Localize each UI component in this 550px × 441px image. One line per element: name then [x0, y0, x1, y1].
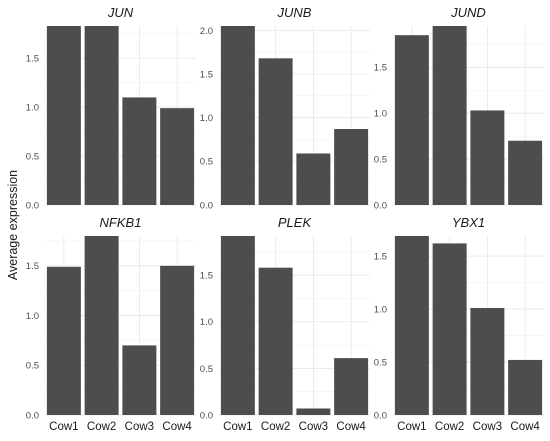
bar-cow3 — [296, 153, 331, 205]
x-tick-label: Cow2 — [87, 421, 116, 433]
bar-cow3 — [470, 308, 505, 415]
y-tick-label: 0.5 — [26, 361, 39, 372]
panel-junb: 0.0 0.5 1.0 1.5 2.0 JUNB — [200, 5, 370, 211]
y-tick-label: 1.0 — [26, 311, 39, 322]
bar-cow1 — [46, 266, 81, 415]
y-tick-label: 1.5 — [374, 63, 387, 74]
panel-jun: 0.0 0.5 1.0 1.5 JUN — [26, 5, 196, 211]
y-tick-label: 0.0 — [200, 410, 213, 421]
bar-cow2 — [84, 26, 119, 205]
x-tick-label: Cow3 — [125, 421, 154, 433]
y-tick-label: 1.0 — [374, 109, 387, 120]
bar-cow2 — [258, 267, 293, 415]
panel-title: JUNB — [277, 5, 312, 20]
y-tick-label: 1.5 — [374, 252, 387, 263]
bar-cow2 — [84, 236, 119, 415]
x-tick-label: Cow4 — [336, 421, 366, 433]
y-tick-label: 1.5 — [26, 54, 39, 65]
bar-cow1 — [394, 236, 429, 415]
bar-cow4 — [160, 108, 195, 205]
bar-cow1 — [394, 35, 429, 205]
y-tick-label: 0.0 — [200, 200, 213, 211]
y-tick-label: 0.0 — [26, 410, 39, 421]
bar-cow3 — [122, 97, 157, 205]
bar-cow2 — [432, 26, 467, 205]
y-tick-label: 1.0 — [200, 113, 213, 124]
panel-title: NFKB1 — [100, 215, 142, 230]
y-tick-label: 0.5 — [200, 364, 213, 375]
panel-title: JUN — [107, 5, 134, 20]
panel-title: PLEK — [278, 215, 313, 230]
y-axis-label: Average expression — [6, 170, 20, 280]
panels: 0.0 0.5 1.0 1.5 JUN 0.0 0.5 1.0 1.5 2.0 JUNB 0.0 0.5… — [26, 5, 544, 433]
bar-cow3 — [122, 345, 157, 415]
panel-title: YBX1 — [452, 215, 485, 230]
panel-nfkb1: 0.0 0.5 1.0 1.5 Cow1 Cow2 Cow3 Cow4 NFKB1 — [26, 215, 196, 433]
y-tick-label: 1.0 — [26, 103, 39, 114]
panel-jund: 0.0 0.5 1.0 1.5 JUND — [374, 5, 544, 211]
x-tick-label: Cow1 — [223, 421, 252, 433]
y-tick-label: 1.5 — [200, 271, 213, 282]
x-tick-label: Cow4 — [510, 421, 540, 433]
bar-cow4 — [334, 129, 369, 205]
y-tick-label: 0.5 — [26, 151, 39, 162]
bar-cow4 — [334, 358, 369, 415]
y-tick-label: 0.0 — [374, 200, 387, 211]
bar-cow1 — [46, 26, 81, 205]
bar-cow3 — [296, 408, 331, 415]
bar-cow2 — [432, 243, 467, 415]
bar-cow1 — [220, 236, 255, 415]
y-tick-label: 0.0 — [26, 200, 39, 211]
bar-cow3 — [470, 110, 505, 205]
x-tick-label: Cow4 — [162, 421, 192, 433]
y-tick-label: 0.0 — [374, 410, 387, 421]
y-tick-label: 0.5 — [200, 157, 213, 168]
y-tick-label: 1.5 — [200, 69, 213, 80]
x-tick-label: Cow2 — [261, 421, 290, 433]
bar-cow2 — [258, 58, 293, 206]
panel-title: JUND — [450, 5, 486, 20]
y-tick-label: 1.0 — [374, 304, 387, 315]
y-tick-label: 0.5 — [374, 357, 387, 368]
panel-plek: 0.0 0.5 1.0 1.5 Cow1 Cow2 Cow3 Cow4 PLEK — [200, 215, 370, 433]
y-tick-label: 2.0 — [200, 26, 213, 37]
bar-cow4 — [508, 359, 543, 415]
y-tick-label: 1.5 — [26, 261, 39, 272]
y-tick-label: 1.0 — [200, 317, 213, 328]
x-tick-label: Cow1 — [397, 421, 426, 433]
x-tick-label: Cow3 — [299, 421, 328, 433]
bar-cow1 — [220, 26, 255, 205]
x-tick-label: Cow3 — [473, 421, 502, 433]
x-tick-label: Cow2 — [435, 421, 464, 433]
panel-ybx1: 0.0 0.5 1.0 1.5 Cow1 Cow2 Cow3 Cow4 YBX1 — [374, 215, 544, 433]
bar-cow4 — [160, 265, 195, 415]
y-tick-label: 0.5 — [374, 155, 387, 166]
bar-cow4 — [508, 140, 543, 205]
x-tick-label: Cow1 — [49, 421, 78, 433]
